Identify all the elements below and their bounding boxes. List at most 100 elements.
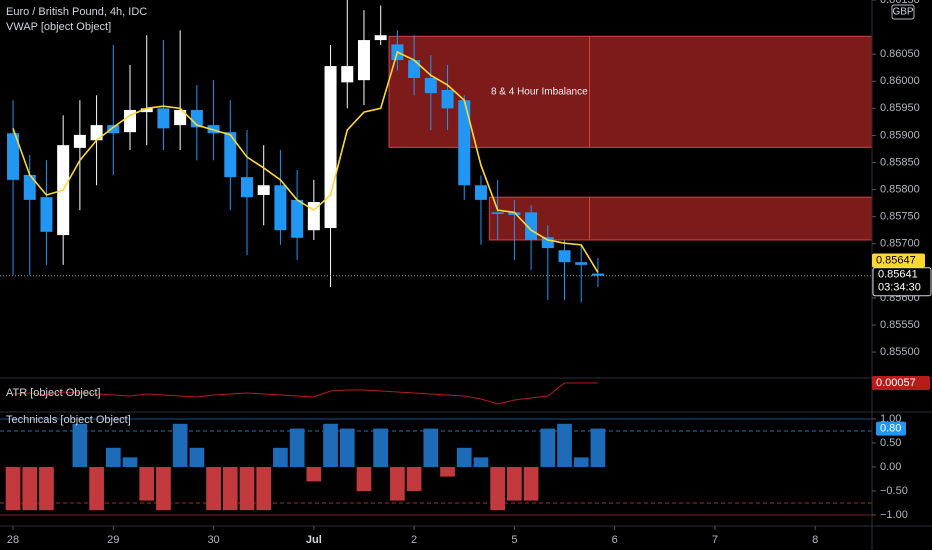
technical-bar — [540, 428, 556, 467]
candle-body — [90, 125, 103, 141]
technical-value-label: 0.80 — [880, 422, 901, 434]
technical-bar — [473, 457, 489, 467]
candle-body — [240, 177, 253, 198]
candle-body — [441, 89, 454, 109]
technical-bar — [523, 466, 539, 501]
x-tick-label: 5 — [511, 534, 517, 546]
x-tick-label: 28 — [7, 534, 19, 546]
atr-line — [13, 382, 598, 405]
technical-bar — [440, 466, 455, 477]
technical-bar — [239, 466, 255, 511]
last-price-box — [872, 267, 932, 297]
x-tick-label: 8 — [812, 534, 818, 546]
candle-body — [558, 250, 571, 263]
vwap-price-label: 0.85647 — [876, 254, 916, 266]
countdown-label: 03:34:30 — [878, 282, 921, 294]
candle-body — [7, 133, 20, 180]
technical-bar — [256, 466, 272, 511]
candle-body — [424, 78, 437, 94]
x-tick-label: 6 — [612, 534, 618, 546]
candle-body — [525, 212, 538, 240]
technicals-title: Technicals [object Object] — [6, 414, 131, 426]
y-tick-label: 0.85550 — [880, 319, 920, 331]
technical-bar — [289, 428, 305, 467]
candle-body — [357, 40, 370, 81]
technical-bar — [323, 423, 338, 467]
candle-body — [575, 262, 588, 265]
technical-value-box — [876, 421, 906, 436]
candle-body — [291, 199, 304, 238]
candle-body — [224, 132, 237, 178]
y-tick-label: −1.00 — [880, 509, 908, 521]
candle-body — [157, 108, 170, 129]
technical-bar — [339, 428, 355, 467]
technical-bar — [156, 466, 171, 511]
chart-title: Euro / British Pound, 4h, IDC — [6, 6, 147, 18]
atr-title: ATR [object Object] — [6, 387, 101, 399]
x-tick-label: Jul — [306, 534, 322, 546]
y-tick-label: 0.85500 — [880, 346, 920, 358]
technical-bar — [89, 466, 104, 511]
x-tick-label: 29 — [107, 534, 119, 546]
candle-body — [257, 185, 270, 195]
y-tick-label: 0.85800 — [880, 183, 920, 195]
technical-bar — [122, 457, 138, 467]
technical-bar — [189, 447, 205, 467]
candle-body — [23, 174, 36, 200]
atr-value-box — [872, 376, 930, 390]
candle-body — [124, 109, 137, 133]
candle-body — [174, 109, 187, 126]
technical-bar — [390, 466, 405, 501]
technical-bar — [373, 428, 389, 467]
vwap-price-box — [872, 253, 925, 268]
y-tick-label: 0.50 — [880, 437, 901, 449]
candle-body — [474, 185, 487, 200]
candle-body — [40, 197, 53, 232]
technical-bar — [222, 466, 238, 511]
candle-body — [73, 134, 86, 148]
technical-bar — [306, 466, 322, 482]
y-tick-label: −0.50 — [880, 485, 908, 497]
x-tick-label: 30 — [207, 534, 219, 546]
technical-bar — [72, 423, 88, 467]
technical-bar — [423, 428, 439, 467]
y-tick-label: 0.85700 — [880, 238, 920, 250]
y-tick-label: 0.85850 — [880, 156, 920, 168]
technical-bar — [573, 457, 589, 467]
x-tick-label: 2 — [411, 534, 417, 546]
technical-bar — [5, 466, 21, 511]
y-tick-label: 0.86150 — [880, 0, 920, 6]
technical-bar — [590, 428, 606, 467]
candle-body — [324, 66, 337, 229]
indicator-title: VWAP [object Object] — [6, 21, 111, 33]
candle-body — [374, 35, 387, 41]
zone-label: 8 & 4 Hour Imbalance — [491, 86, 588, 97]
candle-body — [541, 237, 554, 249]
technical-bar — [206, 466, 221, 511]
technical-bar — [507, 466, 522, 501]
currency-badge — [891, 4, 915, 20]
imbalance-zone — [488, 196, 873, 241]
technical-bar — [490, 466, 506, 511]
technical-bar — [105, 447, 121, 467]
candle-body — [107, 125, 120, 134]
y-tick-label: 0.85950 — [880, 102, 920, 114]
vwap-line — [12, 50, 599, 273]
technical-bar — [139, 466, 155, 501]
y-tick-label: 0.00 — [880, 461, 901, 473]
candle-body — [591, 273, 604, 276]
technical-bar — [557, 423, 572, 467]
technical-bar — [22, 466, 38, 511]
y-tick-label: 0.85900 — [880, 129, 920, 141]
technical-bar — [172, 423, 188, 467]
technical-bar — [273, 447, 288, 467]
y-tick-label: 0.86050 — [880, 48, 920, 60]
technical-bar — [456, 447, 472, 467]
technical-bar — [39, 466, 54, 511]
candle-body — [458, 100, 471, 186]
last-price-label: 0.85641 — [878, 269, 918, 281]
plot-layer: 8 & 4 Hour Imbalance — [0, 0, 873, 516]
candle-body — [341, 66, 354, 83]
candle-body — [140, 108, 153, 113]
